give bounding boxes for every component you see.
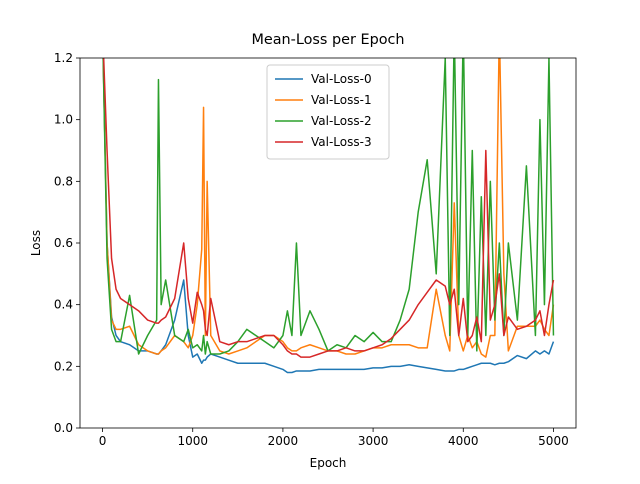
y-axis-label: Loss [29, 230, 43, 256]
legend-label: Val-Loss-3 [311, 135, 372, 149]
x-tick-label: 5000 [538, 434, 569, 448]
series-line [102, 58, 555, 355]
y-tick-label: 0.2 [54, 359, 73, 373]
y-tick-label: 1.2 [54, 51, 73, 65]
y-tick-label: 0.6 [54, 236, 73, 250]
x-tick-label: 3000 [358, 434, 389, 448]
series-line [102, 58, 555, 358]
plot-area [102, 58, 555, 374]
y-tick-label: 1.0 [54, 113, 73, 127]
chart-title: Mean-Loss per Epoch [251, 32, 404, 48]
y-tick-label: 0.4 [54, 298, 73, 312]
legend-label: Val-Loss-1 [311, 93, 372, 107]
legend-label: Val-Loss-0 [311, 72, 372, 86]
legend-box [266, 64, 390, 160]
x-tick-label: 4000 [448, 434, 479, 448]
series-line [102, 58, 555, 374]
legend-label: Val-Loss-2 [311, 114, 372, 128]
y-tick-label: 0.8 [54, 174, 73, 188]
y-tick-label: 0.0 [54, 421, 73, 435]
x-axis-label: Epoch [310, 456, 347, 470]
x-tick-label: 1000 [177, 434, 208, 448]
series-line [102, 58, 555, 358]
x-tick-label: 0 [99, 434, 107, 448]
legend: Val-Loss-0 Val-Loss-1 Val-Loss-2 Val-Loss-3 [266, 64, 390, 160]
x-tick-label: 2000 [268, 434, 299, 448]
